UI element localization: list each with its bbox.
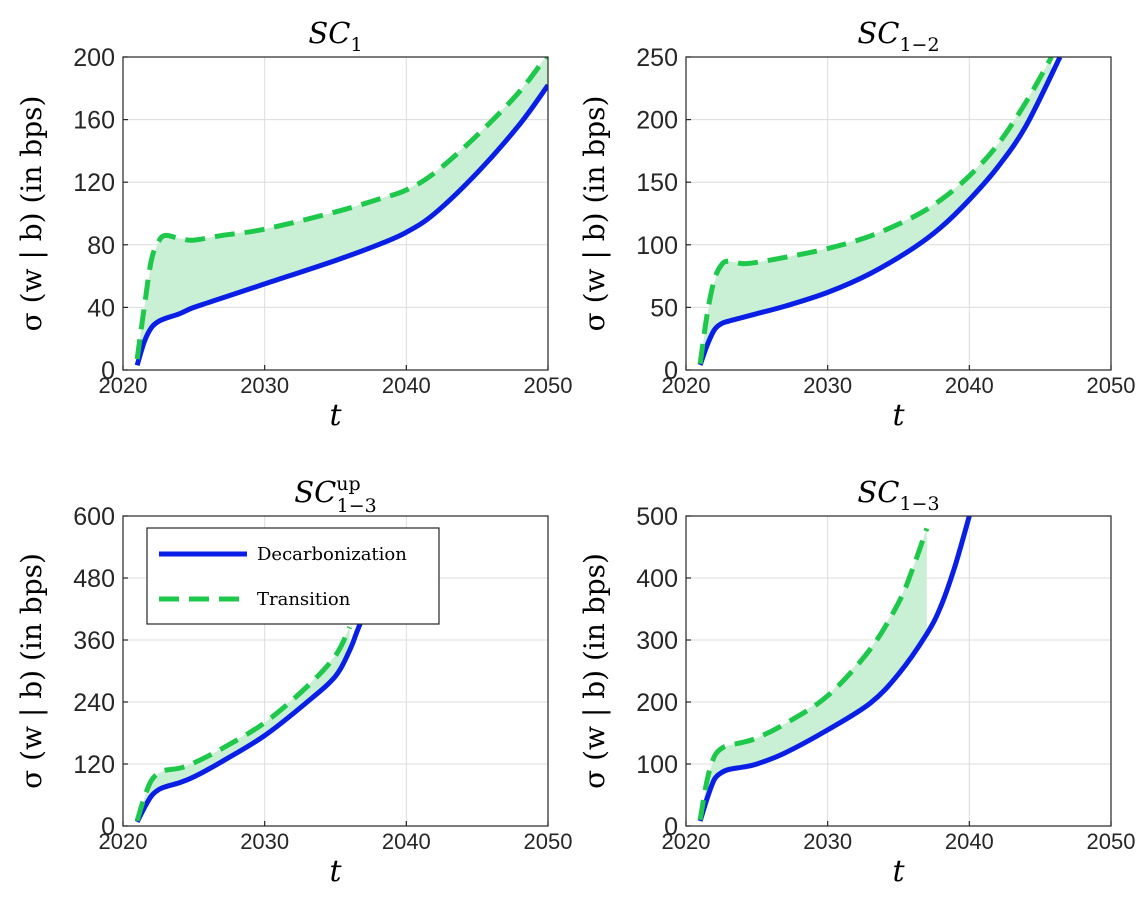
y-tick-label: 200	[636, 689, 678, 717]
y-tick-label: 200	[636, 107, 678, 135]
y-tick-label: 400	[636, 565, 678, 593]
y-tick-label: 160	[73, 107, 115, 135]
series-transition-line	[134, 625, 352, 822]
y-tick-label: 480	[73, 565, 115, 593]
chart-title-sub: 1−2	[899, 34, 939, 56]
chart-title-main: SC	[308, 16, 350, 50]
x-tick-label: 2030	[240, 829, 289, 854]
series-transition-line	[697, 57, 1054, 365]
y-tick-label: 0	[101, 813, 115, 841]
fill-between-area	[700, 57, 1052, 365]
y-tick-label: 100	[636, 232, 678, 260]
chart-title-sub: 1−3	[337, 495, 377, 517]
y-axis-label: σ (w | b) (in bps)	[578, 96, 611, 332]
y-tick-label: 0	[101, 357, 115, 385]
x-tick-label: 2050	[1087, 829, 1136, 854]
x-tick-label: 2020	[662, 373, 711, 398]
y-tick-label: 0	[664, 357, 678, 385]
x-tick-label: 2050	[524, 373, 573, 398]
x-axis-label: t	[892, 854, 905, 889]
y-tick-label: 300	[636, 627, 678, 655]
y-tick-label: 40	[87, 294, 115, 322]
fill-between-area	[137, 627, 350, 822]
y-tick-label: 600	[73, 503, 115, 531]
x-axis-label: t	[329, 398, 342, 433]
chart-panel-4: 0 100 200 300 400 500 2020 2030 2040 2050 t σ (w | …	[578, 475, 1135, 889]
chart-title-sup: up	[336, 473, 360, 495]
x-tick-label: 2040	[382, 829, 431, 854]
plot-area	[697, 516, 972, 822]
y-tick-label: 120	[73, 169, 115, 197]
series-transition-line	[697, 527, 930, 821]
fill-between-area	[700, 528, 927, 822]
series-decarbonization-line	[697, 516, 972, 822]
chart-panel-1: 0 40 80 120 160 200 2020 2030 2040 2050 t σ (w | b)…	[15, 16, 572, 433]
series-decarbonization-line	[134, 83, 548, 367]
x-tick-label: 2030	[803, 373, 852, 398]
chart-panel-2: 0 50 100 150 200 250 2020 2030 2040 2050 t σ (w | b…	[578, 16, 1135, 433]
y-tick-label: 250	[636, 44, 678, 72]
chart-title-sub: 1	[350, 34, 362, 56]
x-tick-label: 2020	[99, 373, 148, 398]
chart-title: SC1−3	[857, 475, 939, 515]
x-tick-label: 2050	[524, 829, 573, 854]
y-tick-label: 0	[664, 813, 678, 841]
x-tick-label: 2040	[945, 829, 994, 854]
y-tick-label: 50	[650, 294, 678, 322]
chart-title-main: SC	[857, 475, 899, 509]
x-tick-label: 2020	[662, 829, 711, 854]
chart-title-main: SC	[294, 475, 336, 509]
x-tick-label: 2020	[99, 829, 148, 854]
x-tick-label: 2050	[1087, 373, 1136, 398]
axis-box	[122, 515, 549, 827]
x-axis-label: t	[329, 854, 342, 889]
legend-label-0: Decarbonization	[257, 544, 407, 565]
plot-area	[134, 613, 367, 823]
y-axis-label: σ (w | b) (in bps)	[15, 96, 48, 332]
x-tick-label: 2040	[382, 373, 431, 398]
y-tick-label: 100	[636, 751, 678, 779]
y-tick-label: 120	[73, 751, 115, 779]
axis-box	[685, 515, 1112, 827]
chart-title: SCup 1−3	[294, 473, 377, 517]
series-decarbonization-line	[697, 57, 1063, 366]
y-tick-label: 500	[636, 503, 678, 531]
series-decarbonization-line	[134, 613, 367, 823]
x-tick-label: 2040	[945, 373, 994, 398]
series-transition-line	[134, 57, 548, 360]
x-tick-label: 2030	[240, 373, 289, 398]
x-tick-label: 2030	[803, 829, 852, 854]
chart-title-main: SC	[857, 16, 899, 50]
y-tick-label: 150	[636, 169, 678, 197]
legend: Decarbonization Transition	[146, 527, 440, 625]
y-axis-label: σ (w | b) (in bps)	[578, 553, 611, 789]
legend-box	[146, 527, 440, 625]
chart-title: SC1−2	[857, 16, 939, 56]
chart-panel-3: 0 120 240 360 480 600 2020 2030 2040 2050 t σ (w | …	[15, 473, 572, 889]
plot-area	[697, 57, 1063, 366]
y-axis-label: σ (w | b) (in bps)	[15, 553, 48, 789]
y-tick-label: 240	[73, 689, 115, 717]
chart-title-sub: 1−3	[899, 493, 939, 515]
axis-box	[685, 56, 1112, 371]
y-tick-label: 200	[73, 44, 115, 72]
plot-area	[134, 57, 548, 367]
chart-title: SC1	[308, 16, 362, 56]
legend-label-1: Transition	[257, 589, 351, 610]
axis-box	[122, 56, 549, 371]
y-tick-label: 360	[73, 627, 115, 655]
y-tick-label: 80	[87, 232, 115, 260]
x-axis-label: t	[892, 398, 905, 433]
